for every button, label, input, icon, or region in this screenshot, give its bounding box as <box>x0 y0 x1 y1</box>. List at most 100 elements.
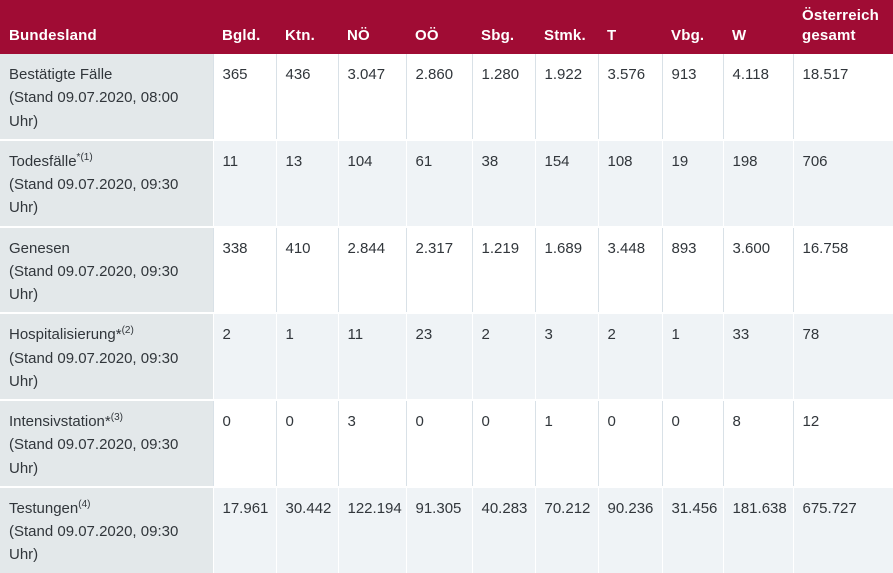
table-row-genesen: Genesen (Stand 09.07.2020, 09:30 Uhr) 33… <box>0 225 893 314</box>
value-cell: 675.727 <box>792 485 893 573</box>
column-header-bgld: Bgld. <box>213 0 276 54</box>
value-cell: 33 <box>722 312 793 400</box>
value-cell: 0 <box>471 399 535 487</box>
row-stand-date: (Stand 09.07.2020, 09:30 Uhr) <box>9 262 179 303</box>
row-stand-date: (Stand 09.07.2020, 09:30 Uhr) <box>9 436 179 477</box>
column-header-vbg: Vbg. <box>662 0 723 54</box>
value-cell: 3.448 <box>597 225 662 314</box>
value-cell: 11 <box>212 138 276 227</box>
value-cell: 436 <box>275 54 338 140</box>
row-label-cell: Genesen (Stand 09.07.2020, 09:30 Uhr) <box>0 225 213 314</box>
column-header-ooe: OÖ <box>406 0 472 54</box>
value-cell: 70.212 <box>534 485 598 573</box>
table-row-todesfaelle: Todesfälle*(1) (Stand 09.07.2020, 09:30 … <box>0 138 893 227</box>
table-row-bestaetigte-faelle: Bestätigte Fälle (Stand 09.07.2020, 08:0… <box>0 54 893 140</box>
row-label: Hospitalisierung*(2) <box>9 325 134 344</box>
value-cell: 1.689 <box>534 225 598 314</box>
table-header: Bundesland Bgld. Ktn. NÖ OÖ Sbg. Stmk. T… <box>0 0 893 54</box>
value-cell: 3 <box>337 399 406 487</box>
row-label: Intensivstation*(3) <box>9 412 123 431</box>
value-cell: 30.442 <box>275 485 338 573</box>
value-cell: 90.236 <box>597 485 662 573</box>
row-label: Todesfälle*(1) <box>9 151 93 170</box>
value-cell: 410 <box>275 225 338 314</box>
value-cell: 181.638 <box>722 485 793 573</box>
value-cell: 893 <box>661 225 723 314</box>
row-label-superscript: (2) <box>121 325 134 337</box>
column-header-oesterreich-gesamt: Österreich gesamt <box>793 0 893 54</box>
table-row-testungen: Testungen(4) (Stand 09.07.2020, 09:30 Uh… <box>0 485 893 573</box>
table-body: Bestätigte Fälle (Stand 09.07.2020, 08:0… <box>0 54 893 573</box>
value-cell: 13 <box>275 138 338 227</box>
column-header-ktn: Ktn. <box>276 0 338 54</box>
value-cell: 3.576 <box>597 54 662 140</box>
row-stand-date: (Stand 09.07.2020, 09:30 Uhr) <box>9 523 179 564</box>
value-cell: 18.517 <box>792 54 893 140</box>
value-cell: 1 <box>661 312 723 400</box>
value-cell: 1.219 <box>471 225 535 314</box>
value-cell: 16.758 <box>792 225 893 314</box>
value-cell: 706 <box>792 138 893 227</box>
value-cell: 154 <box>534 138 598 227</box>
row-label: Testungen(4) <box>9 498 91 517</box>
value-cell: 0 <box>597 399 662 487</box>
value-cell: 1.280 <box>471 54 535 140</box>
value-cell: 198 <box>722 138 793 227</box>
value-cell: 338 <box>212 225 276 314</box>
value-cell: 0 <box>275 399 338 487</box>
row-label-cell: Intensivstation*(3) (Stand 09.07.2020, 0… <box>0 399 213 487</box>
value-cell: 108 <box>597 138 662 227</box>
value-cell: 2 <box>212 312 276 400</box>
value-cell: 8 <box>722 399 793 487</box>
table-row-hospitalisierung: Hospitalisierung*(2) (Stand 09.07.2020, … <box>0 312 893 400</box>
value-cell: 1 <box>275 312 338 400</box>
value-cell: 31.456 <box>661 485 723 573</box>
row-label: Bestätigte Fälle <box>9 66 113 83</box>
column-header-stmk: Stmk. <box>535 0 598 54</box>
value-cell: 17.961 <box>212 485 276 573</box>
value-cell: 19 <box>661 138 723 227</box>
column-header-t: T <box>598 0 662 54</box>
row-label-cell: Todesfälle*(1) (Stand 09.07.2020, 09:30 … <box>0 138 213 227</box>
value-cell: 104 <box>337 138 406 227</box>
value-cell: 61 <box>405 138 472 227</box>
row-label-cell: Bestätigte Fälle (Stand 09.07.2020, 08:0… <box>0 54 213 140</box>
row-label-cell: Hospitalisierung*(2) (Stand 09.07.2020, … <box>0 312 213 400</box>
value-cell: 2.860 <box>405 54 472 140</box>
value-cell: 2 <box>471 312 535 400</box>
value-cell: 2.844 <box>337 225 406 314</box>
header-row: Bundesland Bgld. Ktn. NÖ OÖ Sbg. Stmk. T… <box>0 0 893 54</box>
row-label-superscript: *(1) <box>76 151 93 163</box>
value-cell: 0 <box>405 399 472 487</box>
value-cell: 11 <box>337 312 406 400</box>
row-stand-date: (Stand 09.07.2020, 08:00 Uhr) <box>9 89 179 130</box>
column-header-w: W <box>723 0 793 54</box>
value-cell: 3 <box>534 312 598 400</box>
value-cell: 1.922 <box>534 54 598 140</box>
value-cell: 0 <box>661 399 723 487</box>
value-cell: 4.118 <box>722 54 793 140</box>
row-label: Genesen <box>9 239 70 257</box>
column-header-noe: NÖ <box>338 0 406 54</box>
value-cell: 91.305 <box>405 485 472 573</box>
row-stand-date: (Stand 09.07.2020, 09:30 Uhr) <box>9 176 179 217</box>
row-label-cell: Testungen(4) (Stand 09.07.2020, 09:30 Uh… <box>0 485 213 573</box>
value-cell: 0 <box>212 399 276 487</box>
row-label-superscript: (4) <box>78 498 91 510</box>
value-cell: 2 <box>597 312 662 400</box>
table-row-intensivstation: Intensivstation*(3) (Stand 09.07.2020, 0… <box>0 399 893 487</box>
value-cell: 38 <box>471 138 535 227</box>
value-cell: 913 <box>661 54 723 140</box>
value-cell: 3.600 <box>722 225 793 314</box>
row-stand-date: (Stand 09.07.2020, 09:30 Uhr) <box>9 349 179 390</box>
value-cell: 122.194 <box>337 485 406 573</box>
value-cell: 1 <box>534 399 598 487</box>
value-cell: 2.317 <box>405 225 472 314</box>
value-cell: 3.047 <box>337 54 406 140</box>
value-cell: 12 <box>792 399 893 487</box>
column-header-bundesland: Bundesland <box>0 0 213 54</box>
value-cell: 23 <box>405 312 472 400</box>
value-cell: 78 <box>792 312 893 400</box>
row-label-superscript: (3) <box>110 412 123 423</box>
